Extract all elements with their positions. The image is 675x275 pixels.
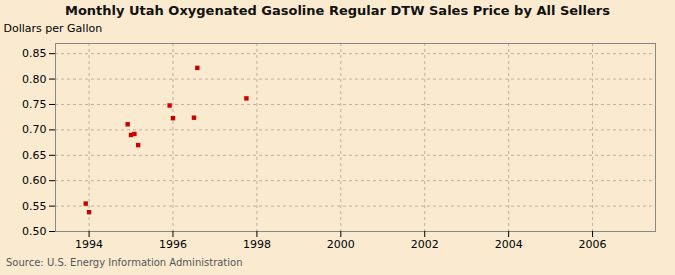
svg-text:2004: 2004 bbox=[495, 238, 523, 251]
svg-text:2006: 2006 bbox=[579, 238, 607, 251]
svg-text:0.70: 0.70 bbox=[22, 123, 47, 136]
html-text:Monthly Utah Oxygenated Gasoli: Monthly Utah Oxygenated Gasoline Regular… bbox=[65, 3, 610, 18]
svg-text:1996: 1996 bbox=[159, 238, 187, 251]
svg-text:2000: 2000 bbox=[327, 238, 355, 251]
svg-text:0.60: 0.60 bbox=[22, 174, 47, 187]
svg-text:Dollars per Gallon: Dollars per Gallon bbox=[4, 22, 103, 35]
svg-text:0.85: 0.85 bbox=[22, 47, 47, 60]
svg-text:1998: 1998 bbox=[243, 238, 271, 251]
svg-text:0.50: 0.50 bbox=[22, 225, 47, 238]
svg-text:0.65: 0.65 bbox=[22, 149, 47, 162]
svg-text:2002: 2002 bbox=[411, 238, 439, 251]
svg-text:0.75: 0.75 bbox=[22, 98, 47, 111]
html-text:Source: U.S. Energy Informatio: Source: U.S. Energy Information Administ… bbox=[6, 257, 243, 268]
svg-text:0.80: 0.80 bbox=[22, 73, 47, 86]
svg-text:1994: 1994 bbox=[75, 238, 103, 251]
svg-text:0.55: 0.55 bbox=[22, 200, 47, 213]
